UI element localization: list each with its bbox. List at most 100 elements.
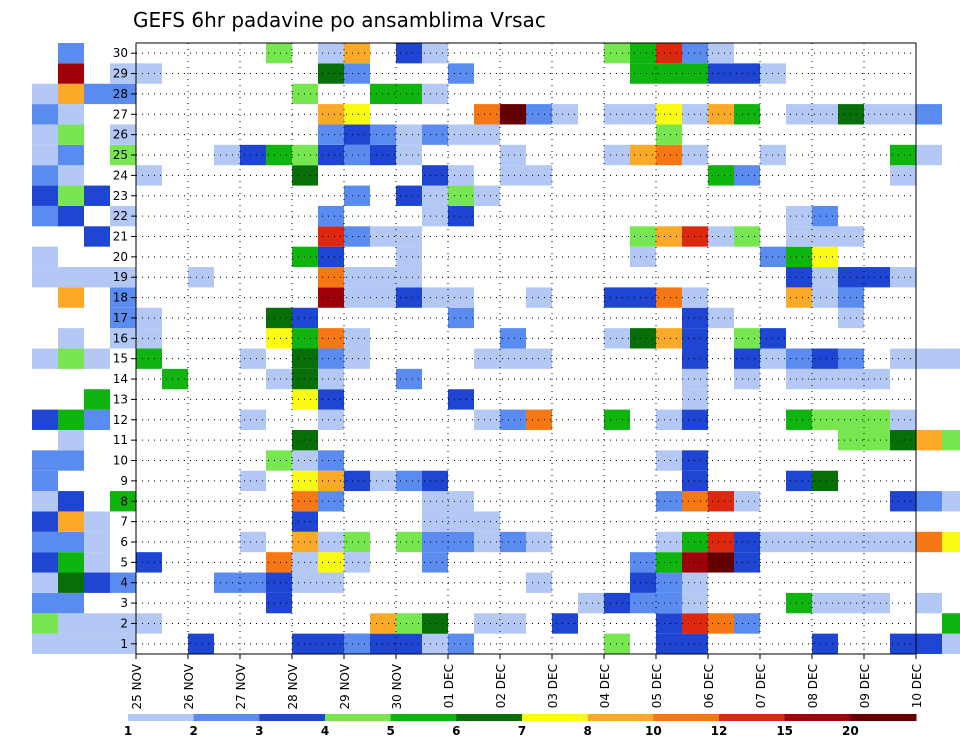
heatmap-cell (344, 348, 370, 369)
heatmap-cell (32, 165, 58, 186)
heatmap-cell (266, 450, 292, 471)
heatmap-cell (422, 633, 448, 654)
heatmap-cell (500, 328, 526, 349)
heatmap-cell (32, 185, 58, 206)
heatmap-cell (344, 43, 370, 64)
gridlines (136, 43, 916, 654)
heatmap-cell (708, 491, 734, 512)
heatmap-cell (890, 633, 916, 654)
heatmap-cell (786, 409, 812, 430)
heatmap-cell (422, 531, 448, 553)
colorbar-segment (456, 714, 523, 721)
x-tick-label: 27 NOV (234, 663, 248, 709)
heatmap-cell (344, 470, 370, 492)
heatmap-cell (58, 104, 84, 125)
heatmap-cell (864, 267, 890, 288)
heatmap-cell (396, 613, 422, 634)
heatmap-cell (32, 470, 58, 492)
heatmap-cell (708, 63, 760, 84)
y-tick-label: 30 (113, 46, 128, 60)
heatmap-cell (630, 328, 656, 349)
x-tick-label: 02 DEC (494, 664, 508, 708)
heatmap-cell (890, 165, 916, 186)
heatmap-cell (58, 348, 84, 369)
heatmap-cell (656, 104, 682, 125)
heatmap-cell (318, 409, 344, 430)
heatmap-cell (708, 307, 734, 329)
colorbar-label: 3 (255, 724, 263, 738)
heatmap-cell (318, 124, 344, 145)
heatmap-cell (344, 267, 370, 288)
heatmap-cell (916, 491, 942, 512)
y-tick-label: 24 (113, 168, 128, 182)
heatmap-cell (422, 287, 448, 308)
colorbar-label: 4 (321, 724, 329, 738)
heatmap-cell (890, 531, 916, 553)
heatmap-cell (864, 409, 890, 430)
heatmap-cell (916, 348, 942, 369)
y-tick-label: 29 (113, 67, 128, 81)
colorbar-label: 7 (518, 724, 526, 738)
x-tick-label: 04 DEC (598, 664, 612, 708)
colorbar-segment (193, 714, 260, 721)
heatmap-cell (32, 246, 58, 268)
y-tick-label: 8 (120, 494, 128, 508)
heatmap-cell (656, 144, 682, 166)
heatmap-cell (630, 144, 656, 166)
heatmap-cell (396, 185, 422, 206)
heatmap-cell (396, 267, 422, 288)
heatmap-cell (916, 104, 942, 125)
colorbar-segment (522, 714, 589, 721)
heatmap-cell (422, 124, 448, 145)
heatmap-cell (188, 267, 214, 288)
heatmap-cell (344, 144, 370, 166)
heatmap-cell (656, 572, 682, 593)
heatmap-cell (552, 613, 578, 634)
heatmap-cell (32, 531, 84, 553)
heatmap-cell (942, 633, 960, 654)
heatmap-cell (110, 267, 136, 288)
heatmap-cell (422, 83, 448, 105)
heatmap-cell (500, 348, 526, 369)
colorbar-segment (259, 714, 326, 721)
y-tick-label: 7 (120, 515, 128, 529)
y-tick-label: 19 (113, 270, 128, 284)
colorbar-label: 15 (776, 724, 793, 738)
y-tick-label: 17 (113, 311, 128, 325)
heatmap-cell (916, 633, 942, 654)
heatmap-cell (708, 165, 734, 186)
heatmap-cell (916, 531, 942, 553)
heatmap-cell (656, 328, 682, 349)
heatmap-cell (240, 348, 266, 369)
heatmap-cell (890, 491, 916, 512)
heatmap-cell (58, 43, 84, 64)
heatmap-cell (110, 205, 136, 227)
heatmap-cell (84, 531, 110, 553)
heatmap-cell (32, 491, 58, 512)
heatmap-cell (916, 144, 942, 166)
heatmap-cell (318, 43, 344, 64)
heatmap-cell (84, 409, 110, 430)
y-tick-label: 3 (120, 596, 128, 610)
heatmap-cell (942, 491, 960, 512)
heatmap-cell (656, 43, 682, 64)
heatmap-cell (110, 63, 136, 84)
heatmap-cell (474, 104, 500, 125)
heatmap-cell (422, 43, 448, 64)
x-tick-label: 26 NOV (182, 663, 196, 709)
heatmap-cell (656, 124, 682, 145)
heatmap-cell (58, 63, 84, 84)
heatmap-cell (422, 552, 448, 573)
heatmap-cell (422, 165, 448, 186)
colorbar-segment (390, 714, 457, 721)
heatmap-cell (786, 104, 812, 125)
heatmap-cell (786, 531, 812, 553)
heatmap-cell (84, 185, 110, 206)
heatmap-cell (812, 205, 838, 227)
heatmap-cell (786, 368, 812, 390)
heatmap-cell (32, 267, 110, 288)
heatmap-cell (942, 613, 960, 634)
heatmap-cell (32, 552, 58, 573)
heatmap-cell (812, 592, 838, 614)
heatmap-cell (734, 531, 760, 553)
